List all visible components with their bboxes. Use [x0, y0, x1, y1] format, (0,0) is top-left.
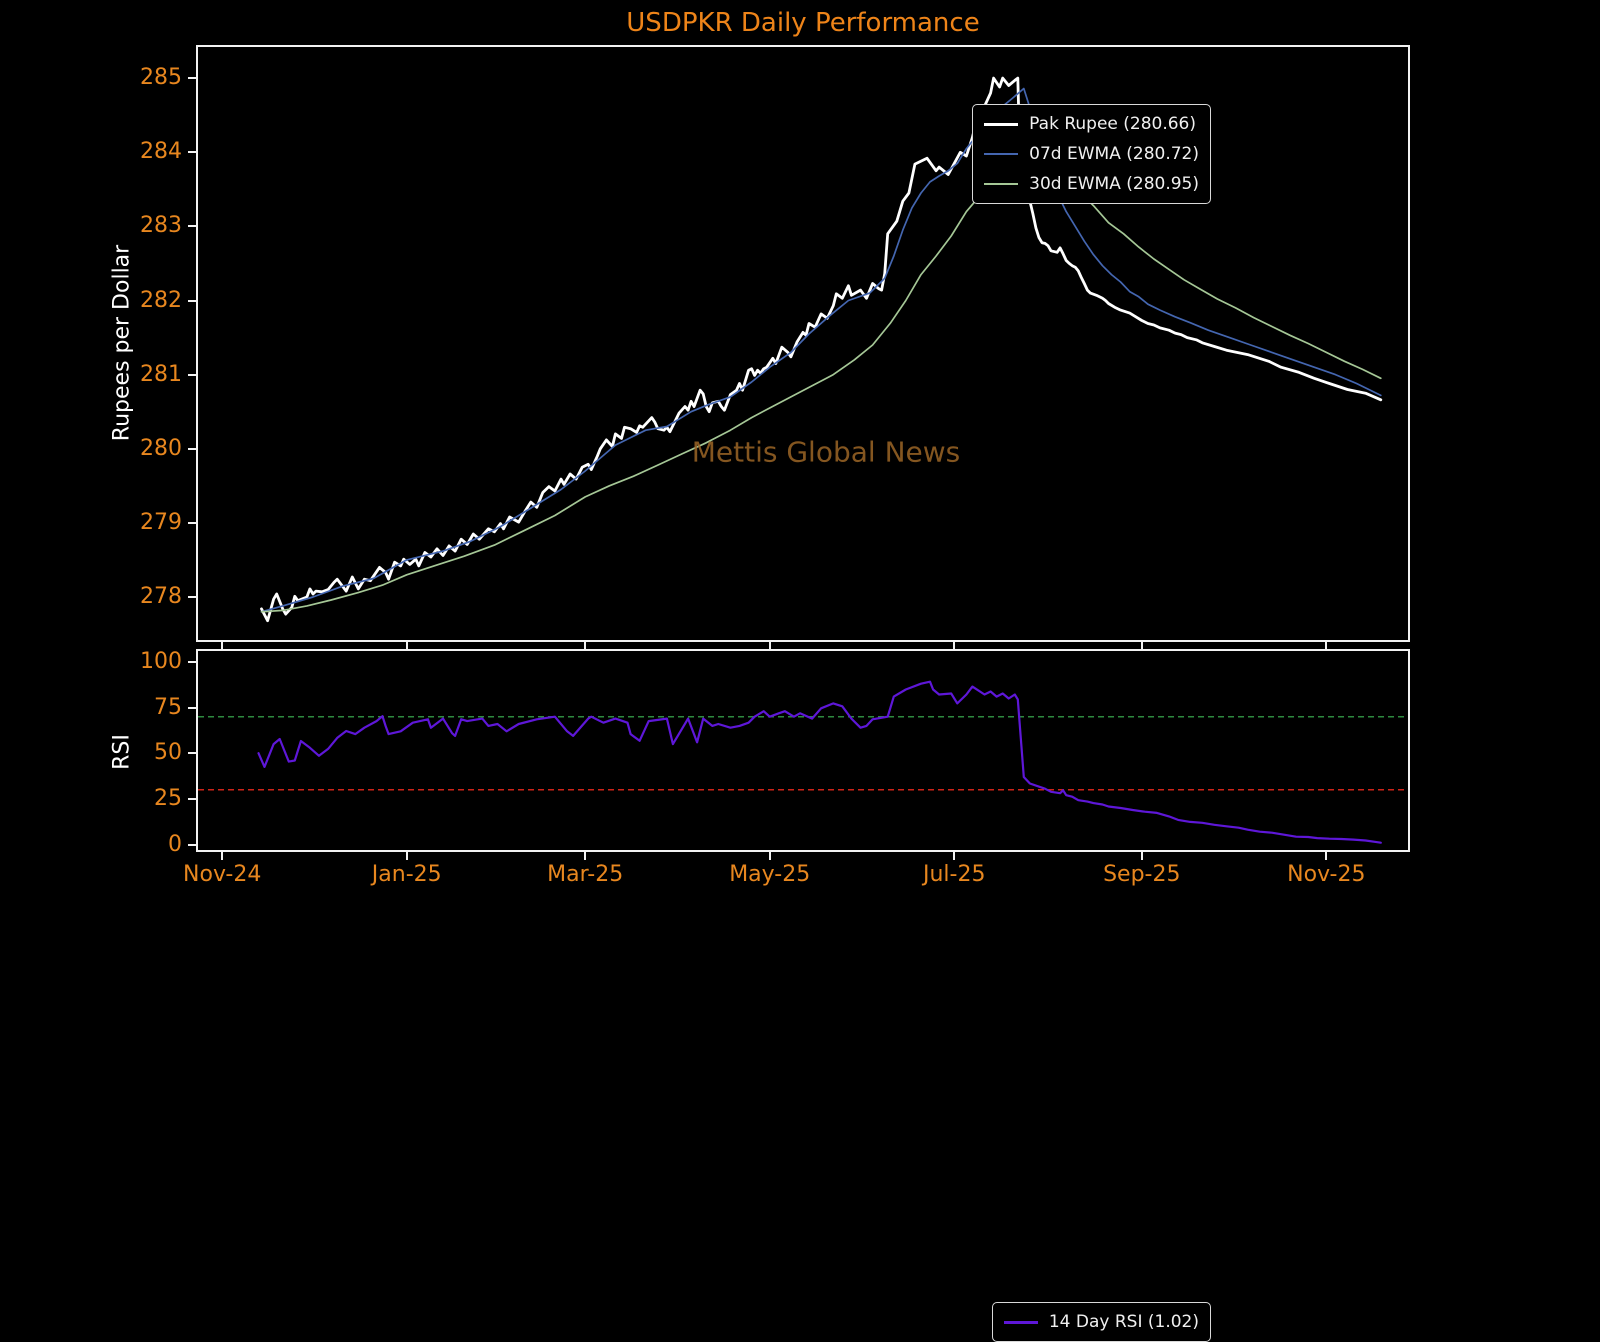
chart-title: USDPKR Daily Performance: [626, 8, 980, 38]
rsi-y-tick-25: [188, 797, 196, 800]
price-y-tick-283: [188, 225, 196, 228]
rsi-y-tick-label-0: 0: [168, 831, 182, 857]
price-y-tick-label-281: 281: [140, 361, 182, 387]
series-14-day-rsi-1-02-: [257, 680, 1382, 844]
legend-label: 14 Day RSI (1.02): [1048, 1312, 1199, 1332]
rsi-y-tick-label-75: 75: [154, 694, 182, 720]
legend-line-sample: [984, 122, 1019, 126]
series-07d-ewma-280-72-: [260, 87, 1382, 613]
price-y-tick-label-284: 284: [140, 139, 182, 165]
rsi-y-tick-75: [188, 706, 196, 709]
price-x-tick-Nov-25: [1325, 642, 1328, 649]
price-x-tick-Nov-24: [221, 642, 224, 649]
legend-item-14-day-rsi-1-02-: 14 Day RSI (1.02): [1003, 1309, 1199, 1335]
legend-label: 30d EWMA (280.95): [1029, 174, 1199, 194]
rsi-x-tick-May-25: [768, 852, 771, 860]
price-panel: Mettis Global News Pak Rupee (280.66) 07d…: [196, 45, 1410, 642]
price-y-tick-label-280: 280: [140, 435, 182, 461]
price-y-tick-284: [188, 151, 196, 154]
rsi-panel: 14 Day RSI (1.02): [196, 649, 1410, 1342]
price-y-axis-label: Rupees per Dollar: [109, 244, 135, 442]
series-pak-rupee-280-66-: [260, 76, 1383, 623]
rsi-y-tick-0: [188, 843, 196, 846]
legend-item-30d-ewma-280-95-: 30d EWMA (280.95): [984, 171, 1199, 197]
legend-label: 07d EWMA (280.72): [1029, 144, 1199, 164]
x-tick-label-Sep-25: Sep-25: [1103, 862, 1181, 887]
rsi-y-tick-50: [188, 752, 196, 755]
legend-line-sample: [984, 183, 1019, 185]
price-y-tick-279: [188, 521, 196, 524]
rsi-x-tick-Nov-25: [1325, 852, 1328, 860]
rsi-y-tick-100: [188, 660, 196, 663]
rsi-y-tick-label-25: 25: [154, 785, 182, 811]
rsi-x-tick-Mar-25: [584, 852, 587, 860]
x-tick-label-May-25: May-25: [729, 862, 811, 887]
price-y-tick-label-285: 285: [140, 65, 182, 91]
price-y-tick-label-278: 278: [140, 584, 182, 609]
rsi-plot-area: [198, 680, 1408, 844]
legend-line-sample: [984, 153, 1019, 155]
price-y-tick-285: [188, 77, 196, 80]
rsi-x-tick-Jul-25: [953, 852, 956, 860]
series-30d-ewma-280-95-: [260, 148, 1382, 613]
price-legend: Pak Rupee (280.66) 07d EWMA (280.72) 30d E…: [972, 104, 1211, 204]
x-tick-label-Mar-25: Mar-25: [547, 862, 624, 887]
price-x-tick-Jul-25: [953, 642, 956, 649]
price-y-tick-label-283: 283: [140, 213, 182, 239]
legend-item-pak-rupee-280-66-: Pak Rupee (280.66): [984, 111, 1199, 137]
rsi-x-tick-Sep-25: [1140, 852, 1143, 860]
price-y-tick-282: [188, 299, 196, 302]
x-tick-label-Jan-25: Jan-25: [371, 862, 442, 887]
price-y-tick-278: [188, 596, 196, 598]
rsi-y-tick-label-50: 50: [154, 740, 182, 766]
price-y-tick-280: [188, 447, 196, 450]
price-y-tick-281: [188, 373, 196, 376]
rsi-y-tick-label-100: 100: [140, 648, 182, 674]
price-x-tick-Mar-25: [584, 642, 587, 649]
rsi-x-tick-Jan-25: [405, 852, 408, 860]
x-tick-label-Jul-25: Jul-25: [923, 862, 986, 887]
rsi-x-tick-Nov-24: [221, 852, 224, 860]
watermark: Mettis Global News: [691, 435, 961, 469]
price-x-tick-May-25: [768, 642, 771, 649]
x-tick-label-Nov-24: Nov-24: [183, 862, 262, 887]
usdpkr-chart-figure: USDPKR Daily Performance Rupees per Doll…: [109, 8, 1410, 1342]
legend-label: Pak Rupee (280.66): [1029, 114, 1197, 134]
price-plot-area: [260, 76, 1383, 623]
legend-line-sample: [1003, 1320, 1038, 1324]
price-y-tick-label-282: 282: [140, 287, 182, 313]
rsi-legend: 14 Day RSI (1.02): [991, 1302, 1211, 1342]
price-x-tick-Sep-25: [1140, 642, 1143, 649]
price-x-tick-Jan-25: [405, 642, 408, 649]
legend-item-07d-ewma-280-72-: 07d EWMA (280.72): [984, 141, 1199, 167]
price-y-tick-label-279: 279: [140, 509, 182, 535]
x-tick-label-Nov-25: Nov-25: [1287, 862, 1366, 887]
